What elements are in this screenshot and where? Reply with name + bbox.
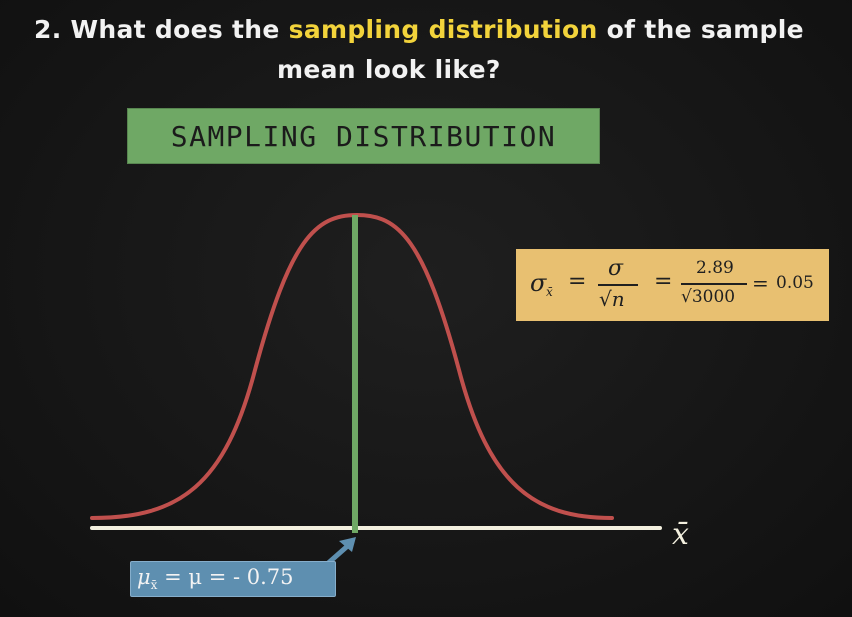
title-label-box: SAMPLING DISTRIBUTION — [127, 108, 600, 164]
mean-label-box: μx̄ = μ = - 0.75 — [130, 561, 336, 597]
formula-result: 0.05 — [776, 273, 814, 293]
formula-equals-1: = — [568, 269, 587, 294]
question-line-2: mean look like? — [277, 55, 501, 84]
formula-denominator-value: √3000 — [681, 287, 736, 307]
formula-equals-2: = — [654, 269, 673, 294]
standard-error-formula-box: σ x̄ = σ √n = 2.89 √3000 = 0.05 — [516, 249, 829, 321]
formula-lhs-sigma: σ — [530, 269, 547, 297]
question-text-before: What does the — [70, 15, 280, 44]
mean-label: μx̄ = μ = - 0.75 — [131, 565, 294, 592]
formula-numerator-sigma: σ — [608, 256, 624, 281]
question-line-1: 2. What does the sampling distribution o… — [34, 10, 804, 50]
formula-fraction-bar-2 — [681, 283, 747, 285]
formula-equals-3: = — [752, 271, 769, 295]
formula-fraction-bar-1 — [598, 284, 638, 286]
formula-lhs-subscript: x̄ — [546, 285, 553, 299]
title-label: SAMPLING DISTRIBUTION — [170, 119, 557, 153]
mean-label-mu: μ — [137, 565, 151, 590]
question-highlight: sampling distribution — [288, 15, 598, 44]
formula-denominator-sqrt-n: √n — [599, 287, 625, 311]
question-number: 2. — [34, 15, 62, 44]
mean-label-value: = μ = - 0.75 — [164, 565, 294, 590]
axis-label-xbar: x̄ — [672, 517, 689, 552]
mean-label-subscript: x̄ — [150, 578, 158, 593]
formula-numerator-value: 2.89 — [696, 258, 734, 278]
question-text-after: of the sample — [606, 15, 804, 44]
